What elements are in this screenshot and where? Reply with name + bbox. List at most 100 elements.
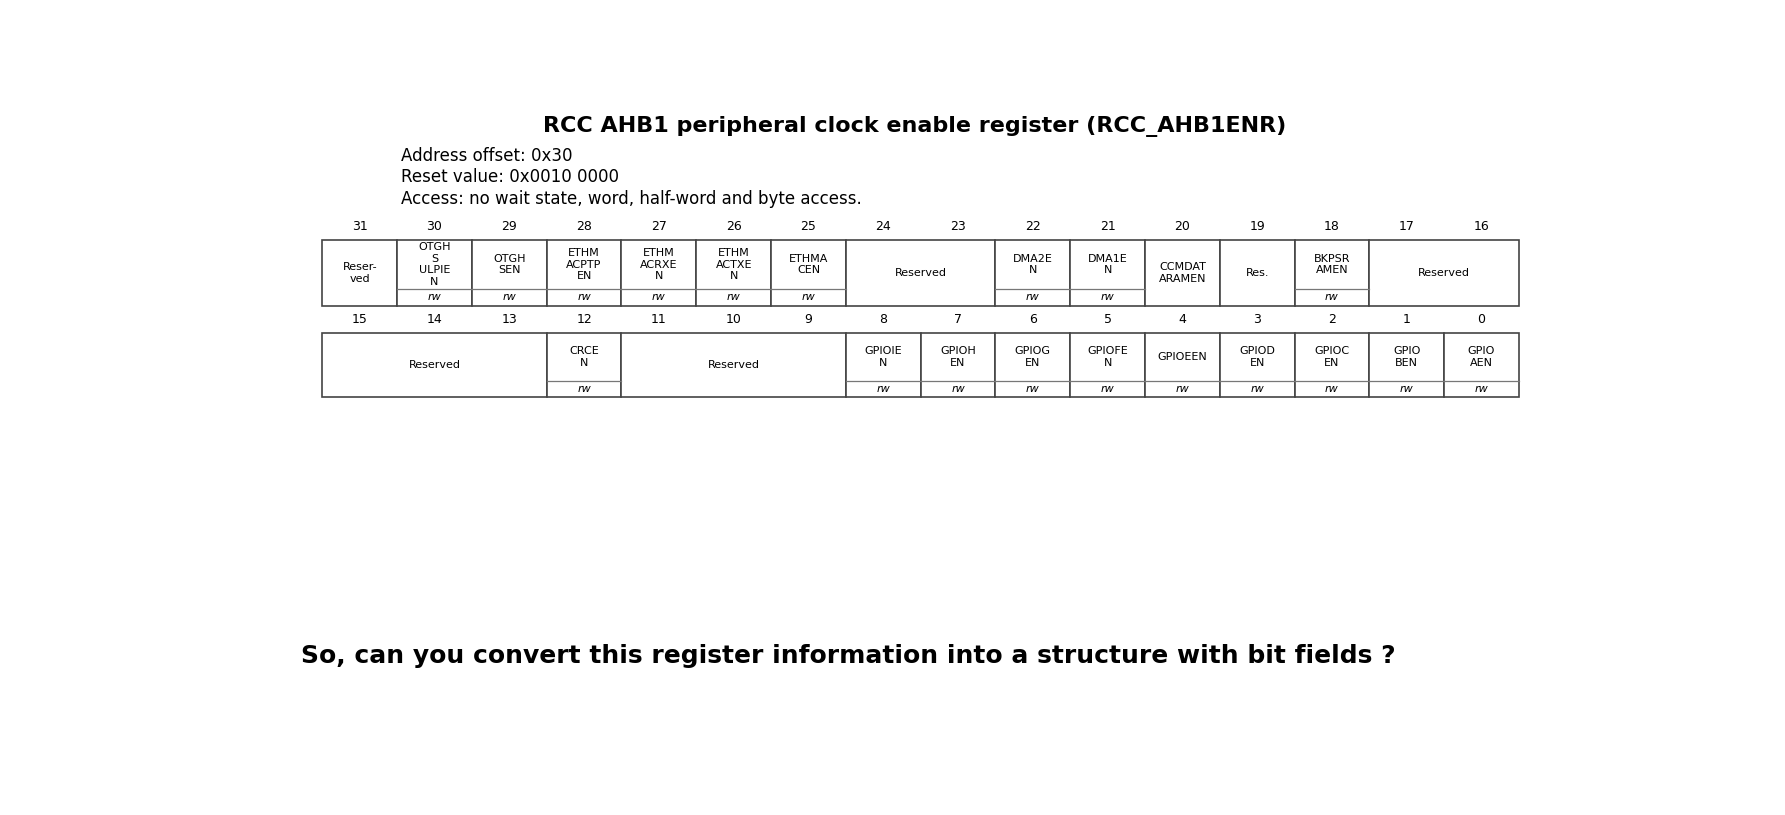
Bar bbox=[696, 240, 771, 306]
Bar bbox=[1369, 240, 1519, 306]
Bar bbox=[621, 240, 696, 306]
Text: 30: 30 bbox=[427, 220, 443, 233]
Text: 8: 8 bbox=[880, 313, 887, 326]
Text: GPIOG
EN: GPIOG EN bbox=[1016, 346, 1051, 368]
Text: 26: 26 bbox=[726, 220, 741, 233]
Text: rw: rw bbox=[502, 293, 516, 302]
Bar bbox=[846, 240, 996, 306]
Text: Access: no wait state, word, half-word and byte access.: Access: no wait state, word, half-word a… bbox=[402, 191, 862, 209]
Text: rw: rw bbox=[1026, 384, 1039, 394]
Text: 18: 18 bbox=[1324, 220, 1341, 233]
Text: 17: 17 bbox=[1399, 220, 1416, 233]
Text: GPIOC
EN: GPIOC EN bbox=[1314, 346, 1349, 368]
Text: 2: 2 bbox=[1328, 313, 1335, 326]
Text: rw: rw bbox=[1176, 384, 1189, 394]
Text: rw: rw bbox=[1101, 384, 1114, 394]
Text: 6: 6 bbox=[1028, 313, 1037, 326]
Text: rw: rw bbox=[951, 384, 966, 394]
Text: 7: 7 bbox=[953, 313, 962, 326]
Bar bbox=[396, 240, 471, 306]
Text: rw: rw bbox=[876, 384, 891, 394]
Text: 14: 14 bbox=[427, 313, 443, 326]
Text: RCC AHB1 peripheral clock enable register (RCC_AHB1ENR): RCC AHB1 peripheral clock enable registe… bbox=[543, 116, 1285, 137]
Text: 5: 5 bbox=[1103, 313, 1112, 326]
Text: DMA2E
N: DMA2E N bbox=[1012, 253, 1053, 275]
Text: So, can you convert this register information into a structure with bit fields ?: So, can you convert this register inform… bbox=[300, 644, 1396, 668]
Bar bbox=[1219, 240, 1294, 306]
Text: 29: 29 bbox=[502, 220, 518, 233]
Text: ETHM
ACTXE
N: ETHM ACTXE N bbox=[716, 248, 751, 281]
Text: DMA1E
N: DMA1E N bbox=[1087, 253, 1128, 275]
Text: Reset value: 0x0010 0000: Reset value: 0x0010 0000 bbox=[402, 168, 619, 186]
Bar bbox=[546, 333, 621, 398]
Text: GPIOFE
N: GPIOFE N bbox=[1087, 346, 1128, 368]
Bar bbox=[1071, 240, 1144, 306]
Text: 28: 28 bbox=[577, 220, 593, 233]
Text: GPIOEEN: GPIOEEN bbox=[1157, 352, 1207, 362]
Text: rw: rw bbox=[428, 293, 441, 302]
Text: GPIOIE
N: GPIOIE N bbox=[864, 346, 901, 368]
Bar bbox=[471, 240, 546, 306]
Text: ETHMA
CEN: ETHMA CEN bbox=[789, 253, 828, 275]
Text: Reserved: Reserved bbox=[409, 360, 461, 370]
Bar bbox=[921, 333, 996, 398]
Text: 4: 4 bbox=[1178, 313, 1187, 326]
Text: 12: 12 bbox=[577, 313, 593, 326]
Bar bbox=[996, 333, 1071, 398]
Bar bbox=[323, 240, 396, 306]
Text: 11: 11 bbox=[652, 313, 668, 326]
Text: rw: rw bbox=[1250, 384, 1264, 394]
Text: GPIOH
EN: GPIOH EN bbox=[941, 346, 976, 368]
Text: 20: 20 bbox=[1175, 220, 1191, 233]
Bar bbox=[1144, 240, 1219, 306]
Text: 0: 0 bbox=[1478, 313, 1485, 326]
Text: Reser-
ved: Reser- ved bbox=[343, 262, 377, 284]
Bar bbox=[996, 240, 1071, 306]
Bar bbox=[1219, 333, 1294, 398]
Text: rw: rw bbox=[1399, 384, 1414, 394]
Text: rw: rw bbox=[577, 293, 591, 302]
Text: rw: rw bbox=[1474, 384, 1489, 394]
Bar bbox=[546, 240, 621, 306]
Text: 9: 9 bbox=[805, 313, 812, 326]
Bar bbox=[1444, 333, 1519, 398]
Text: 31: 31 bbox=[352, 220, 368, 233]
Text: Address offset: 0x30: Address offset: 0x30 bbox=[402, 147, 573, 165]
Text: 27: 27 bbox=[652, 220, 668, 233]
Text: ETHM
ACPTP
EN: ETHM ACPTP EN bbox=[566, 248, 602, 281]
Text: 3: 3 bbox=[1253, 313, 1262, 326]
Text: OTGH
S
ULPIE
N: OTGH S ULPIE N bbox=[418, 242, 452, 287]
Bar bbox=[621, 333, 846, 398]
Text: rw: rw bbox=[1026, 293, 1039, 302]
Text: CCMDAT
ARAMEN: CCMDAT ARAMEN bbox=[1158, 262, 1207, 284]
Text: Reserved: Reserved bbox=[1417, 268, 1471, 278]
Text: rw: rw bbox=[577, 384, 591, 394]
Text: rw: rw bbox=[726, 293, 741, 302]
Text: 16: 16 bbox=[1474, 220, 1489, 233]
Text: ETHM
ACRXE
N: ETHM ACRXE N bbox=[641, 248, 678, 281]
Text: 19: 19 bbox=[1250, 220, 1266, 233]
Text: GPIO
BEN: GPIO BEN bbox=[1392, 346, 1421, 368]
Text: 23: 23 bbox=[950, 220, 966, 233]
Text: rw: rw bbox=[1324, 293, 1339, 302]
Text: 24: 24 bbox=[875, 220, 891, 233]
Text: 13: 13 bbox=[502, 313, 518, 326]
Text: Res.: Res. bbox=[1246, 268, 1269, 278]
Text: rw: rw bbox=[1324, 384, 1339, 394]
Text: Reserved: Reserved bbox=[707, 360, 760, 370]
Bar bbox=[1144, 333, 1219, 398]
Text: BKPSR
AMEN: BKPSR AMEN bbox=[1314, 253, 1349, 275]
Text: GPIOD
EN: GPIOD EN bbox=[1239, 346, 1274, 368]
Bar bbox=[1294, 240, 1369, 306]
Text: 25: 25 bbox=[800, 220, 816, 233]
Text: GPIO
AEN: GPIO AEN bbox=[1467, 346, 1496, 368]
Text: 21: 21 bbox=[1100, 220, 1116, 233]
Bar bbox=[846, 333, 921, 398]
Text: rw: rw bbox=[801, 293, 816, 302]
Text: 1: 1 bbox=[1403, 313, 1410, 326]
Text: 10: 10 bbox=[726, 313, 741, 326]
Text: rw: rw bbox=[652, 293, 666, 302]
Bar bbox=[1071, 333, 1144, 398]
Text: Reserved: Reserved bbox=[894, 268, 946, 278]
Bar bbox=[323, 333, 546, 398]
